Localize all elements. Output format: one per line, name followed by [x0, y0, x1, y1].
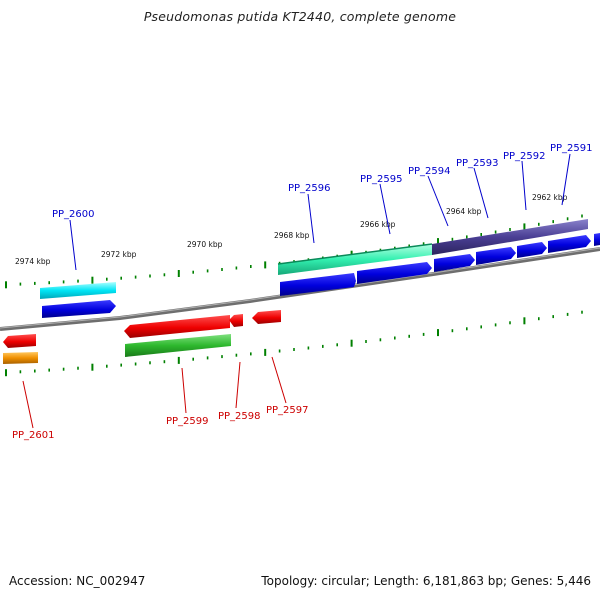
scale-label: 2968 kbp — [274, 231, 310, 240]
cds-arrow-pp-2598[interactable] — [229, 314, 243, 327]
cds-arrow-pp-2591[interactable] — [548, 235, 591, 253]
gene-label-pp-2600[interactable]: PP_2600 — [52, 209, 95, 220]
gene-label-pp-2591[interactable]: PP_2591 — [550, 143, 593, 154]
lower-scale-ticks — [5, 310, 583, 377]
scale-label: 2974 kbp — [15, 257, 51, 266]
gene-feature-pp-2599[interactable] — [125, 334, 231, 357]
reverse-leader-lines — [22, 356, 287, 429]
scale-label: 2972 kbp — [101, 250, 137, 259]
cds-arrow-pp-2597[interactable] — [252, 310, 281, 324]
scale-label: 2966 kbp — [360, 220, 396, 229]
scale-label: 2970 kbp — [187, 240, 223, 249]
gene-feature-pp-2596-2595[interactable] — [278, 244, 432, 275]
cds-arrow-next[interactable] — [594, 233, 600, 246]
cds-arrow-pp-2593[interactable] — [476, 247, 516, 265]
cds-arrow-pp-2596[interactable] — [280, 273, 356, 296]
cds-arrow-pp-2599[interactable] — [124, 315, 230, 338]
gene-label-pp-2592[interactable]: PP_2592 — [503, 151, 546, 162]
gene-label-pp-2593[interactable]: PP_2593 — [456, 158, 499, 169]
genome-backbone-highlight — [0, 247, 600, 329]
forward-leader-lines — [69, 153, 571, 271]
footer-info: Topology: circular; Length: 6,181,863 bp… — [261, 574, 591, 588]
gene-label-pp-2597[interactable]: PP_2597 — [266, 405, 309, 416]
gene-feature-pp-2601[interactable] — [3, 352, 38, 364]
gene-label-pp-2598[interactable]: PP_2598 — [218, 411, 261, 422]
gene-label-pp-2601[interactable]: PP_2601 — [12, 430, 55, 441]
cds-arrow-pp-2601[interactable] — [3, 334, 36, 348]
gene-feature-pp-2594-2591[interactable] — [432, 219, 588, 255]
scale-label: 2962 kbp — [532, 193, 568, 202]
gene-label-pp-2596[interactable]: PP_2596 — [288, 183, 331, 194]
gene-feature-pp-2600[interactable] — [40, 282, 116, 299]
genome-backbone — [0, 247, 600, 331]
cds-arrow-pp-2595[interactable] — [357, 262, 432, 284]
gene-label-pp-2599[interactable]: PP_2599 — [166, 416, 209, 427]
cds-arrow-pp-2600[interactable] — [42, 300, 116, 318]
upper-scale-ticks — [5, 214, 583, 289]
gene-label-pp-2595[interactable]: PP_2595 — [360, 174, 403, 185]
footer-accession: Accession: NC_002947 — [9, 574, 146, 588]
scale-label: 2964 kbp — [446, 207, 482, 216]
gene-label-pp-2594[interactable]: PP_2594 — [408, 166, 451, 177]
gene-outline — [277, 243, 433, 265]
cds-arrow-pp-2592[interactable] — [517, 242, 547, 258]
page-title: Pseudomonas putida KT2440, complete geno… — [143, 9, 457, 24]
cds-arrow-pp-2594[interactable] — [434, 254, 475, 272]
